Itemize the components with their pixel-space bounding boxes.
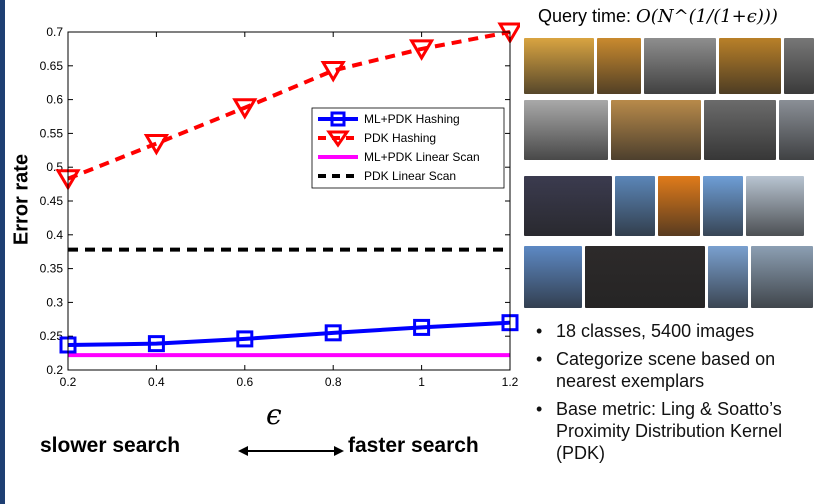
y-tick-label: 0.6 [46,93,63,107]
bullet-list: 18 classes, 5400 images Categorize scene… [532,320,814,470]
x-tick-label: 0.8 [325,375,342,389]
y-axis-ticks: 0.20.250.30.350.40.450.50.550.60.650.7 [40,25,510,377]
plot-frame [67,31,511,371]
photo-thumbnail-arc-de-triomphe [597,38,641,94]
error-rate-chart: 0.20.250.30.350.40.450.50.550.60.650.7 0… [40,22,520,389]
query-time-formula: O(N^(1/(1+ϵ))) [636,6,778,27]
photo-thumbnail-arc-de-triomphe [719,38,781,94]
query-time-prefix: Query time: [538,6,632,26]
y-tick-label: 0.65 [40,59,64,73]
photo-thumbnail-eiffel-tower [524,176,612,236]
photo-thumbnail-arc-de-triomphe [784,38,814,94]
series-marker-square [413,318,431,336]
photo-thumbnail-arc-de-triomphe [644,38,716,94]
bullet-item: 18 classes, 5400 images [532,320,814,342]
photo-thumbnail-eiffel-tower [658,176,700,236]
series-line-pdk-hashing [67,30,511,181]
series-marker-square [147,335,165,353]
y-tick-label: 0.25 [40,329,64,343]
y-tick-label: 0.55 [40,126,64,140]
series-marker-triangle [408,39,435,61]
photo-thumbnail-pantheon [704,100,776,160]
photo-thumbnail-eiffel-tower [746,176,804,236]
faster-search-label: faster search [348,434,479,457]
series-marker-square [324,324,342,342]
series-layer [55,22,520,358]
bullet-item: Categorize scene based on nearest exempl… [532,348,814,392]
photo-thumbnail-arc-de-triomphe [524,38,594,94]
y-tick-label: 0.35 [40,262,64,276]
x-tick-label: 0.2 [60,375,77,389]
x-tick-label: 0.6 [236,375,253,389]
slower-search-label: slower search [40,434,181,457]
legend-label: PDK Linear Scan [364,169,456,183]
photo-thumbnail-pantheon [611,100,701,160]
legend-label: PDK Hashing [364,131,436,145]
y-tick-label: 0.2 [46,363,63,377]
series-line-ml-pdk-hashing [67,320,511,347]
y-tick-label: 0.7 [46,25,63,39]
x-tick-label: 0.4 [148,375,165,389]
legend-label: ML+PDK Hashing [364,112,460,126]
y-axis-label: Error rate [10,153,33,246]
photo-thumbnail-tower-bridge [585,246,705,308]
photo-thumbnail-pantheon [779,100,814,160]
photo-thumbnail-tower-bridge [524,246,582,308]
y-tick-label: 0.4 [46,228,63,242]
series-marker-triangle [232,98,258,120]
photo-thumbnail-eiffel-tower [703,176,743,236]
double-arrow-icon [238,446,344,456]
legend-marker-square [330,111,346,127]
x-tick-label: 1 [418,375,425,389]
y-tick-label: 0.3 [46,295,63,309]
series-marker-square [236,330,254,348]
photo-thumbnail-pantheon [524,100,608,160]
legend: ML+PDK Hashing PDK Hashing ML+PDK Linear S… [311,107,505,189]
bullet-item: Base metric: Ling & Soatto’s Proximity D… [532,398,814,464]
query-time-label: Query time: O(N^(1/(1+ϵ))) [538,6,778,27]
legend-label: ML+PDK Linear Scan [364,150,480,164]
y-tick-label: 0.45 [40,194,64,208]
x-axis-ticks: 0.2 0.4 0.6 0.8 1 1.2 [60,32,519,389]
series-marker-triangle [320,61,346,83]
photo-thumbnail-tower-bridge [751,246,813,308]
x-tick-label: 1.2 [502,375,519,389]
photo-thumbnail-tower-bridge [708,246,748,308]
x-axis-label: ϵ [266,398,282,431]
slide-edge-strip [0,0,5,504]
legend-marker-triangle [326,130,350,148]
photo-thumbnail-eiffel-tower [615,176,655,236]
series-marker-triangle [143,134,170,156]
